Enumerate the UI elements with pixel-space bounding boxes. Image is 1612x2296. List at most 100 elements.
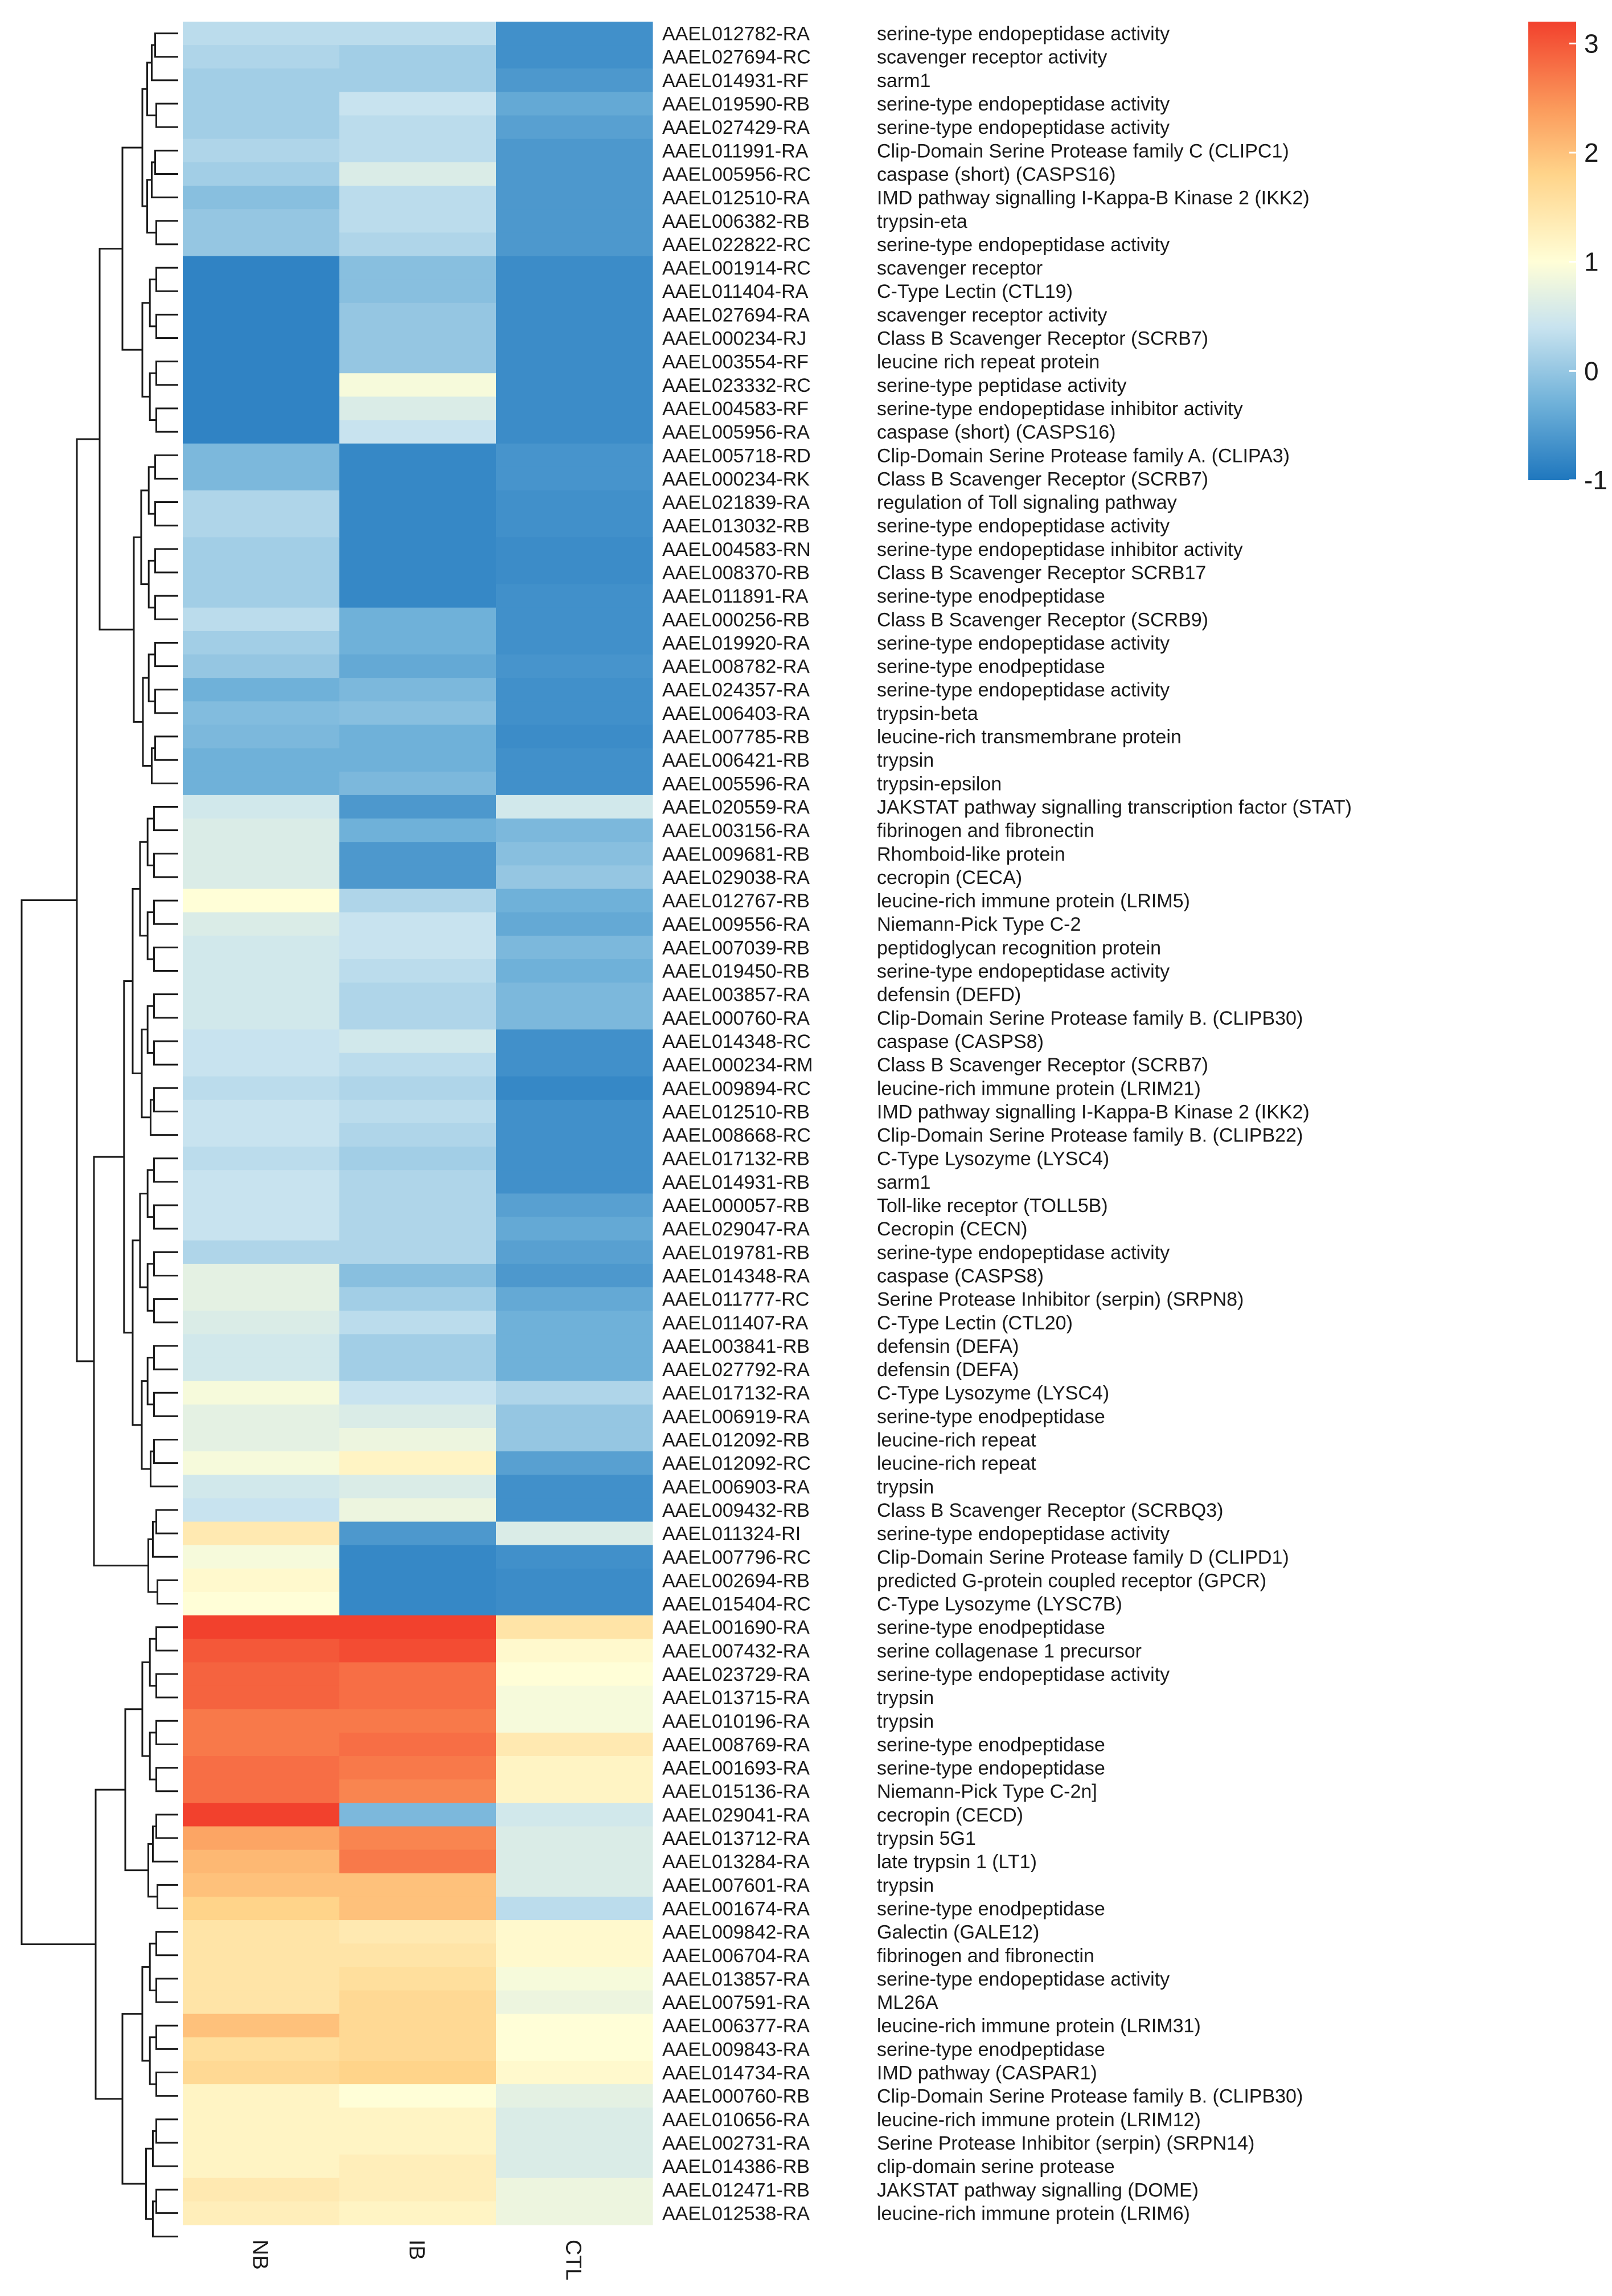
heatmap-cell bbox=[496, 2107, 653, 2132]
heatmap-cell bbox=[496, 1615, 653, 1639]
heatmap-cell bbox=[496, 22, 653, 46]
heatmap-cell bbox=[339, 725, 497, 749]
row-id-label: AAEL007796-RC bbox=[662, 1546, 811, 1568]
row-description-label: Class B Scavenger Receptor (SCRB7) bbox=[877, 468, 1208, 490]
row-id-label: AAEL013857-RA bbox=[662, 1968, 810, 1990]
heatmap-cell bbox=[496, 1099, 653, 1124]
heatmap-cell bbox=[496, 1498, 653, 1523]
row-description-label: Class B Scavenger Receptor (SCRB7) bbox=[877, 328, 1208, 350]
dendrogram-branch bbox=[153, 1087, 178, 1112]
row-id-label: AAEL014386-RB bbox=[662, 2156, 810, 2178]
heatmap-cell bbox=[183, 654, 340, 678]
heatmap-cell bbox=[183, 678, 340, 702]
dendrogram-branch bbox=[155, 313, 178, 339]
row-id-label: AAEL002731-RA bbox=[662, 2133, 810, 2154]
heatmap-cell bbox=[496, 1029, 653, 1054]
heatmap-cell bbox=[183, 2107, 340, 2132]
heatmap-cell bbox=[339, 1147, 497, 1170]
dendrogram-branch bbox=[156, 1884, 178, 1909]
heatmap-cell bbox=[339, 1357, 497, 1382]
heatmap-cell bbox=[339, 443, 497, 468]
dendrogram-branch bbox=[155, 1814, 178, 1839]
row-description-label: leucine-rich transmembrane protein bbox=[877, 726, 1182, 748]
dendrogram-branch bbox=[155, 1767, 178, 1792]
row-id-label: AAEL023332-RC bbox=[662, 375, 811, 396]
row-description-label: cecropin (CECA) bbox=[877, 867, 1022, 889]
row-description-label: C-Type Lysozyme (LYSC7B) bbox=[877, 1594, 1122, 1615]
row-description-label: fibrinogen and fibronectin bbox=[877, 1945, 1094, 1967]
heatmap-cell bbox=[496, 1357, 653, 1382]
dendrogram-branch bbox=[149, 1450, 178, 1488]
dendrogram-branch bbox=[154, 149, 178, 175]
row-description-label: trypsin bbox=[877, 1476, 934, 1498]
row-id-label: AAEL009432-RB bbox=[662, 1500, 810, 1521]
heatmap-cell bbox=[339, 1943, 497, 1967]
heatmap-cell bbox=[496, 2154, 653, 2179]
heatmap-cell bbox=[183, 326, 340, 350]
heatmap-cell bbox=[183, 279, 340, 304]
row-description-label: Rhomboid-like protein bbox=[877, 844, 1065, 865]
row-description-label: Serine Protease Inhibitor (serpin) (SRPN… bbox=[877, 2133, 1254, 2154]
row-id-label: AAEL005956-RC bbox=[662, 163, 811, 185]
heatmap-cell bbox=[183, 1967, 340, 1991]
row-description-label: leucine-rich immune protein (LRIM6) bbox=[877, 2203, 1190, 2224]
row-id-label: AAEL000256-RB bbox=[662, 609, 810, 631]
dendrogram-branch bbox=[153, 1040, 178, 1066]
heatmap-cell bbox=[339, 818, 497, 842]
heatmap-cell bbox=[183, 1193, 340, 1218]
row-description-label: serine collagenase 1 precursor bbox=[877, 1640, 1142, 1662]
row-id-label: AAEL006403-RA bbox=[662, 703, 810, 725]
row-description-label: scavenger receptor bbox=[877, 257, 1043, 279]
heatmap-cell bbox=[339, 1193, 497, 1218]
heatmap-cell bbox=[183, 68, 340, 93]
heatmap-cell bbox=[339, 1217, 497, 1241]
row-id-label: AAEL006919-RA bbox=[662, 1406, 810, 1427]
row-id-label: AAEL017132-RB bbox=[662, 1148, 810, 1170]
heatmap-cell bbox=[496, 748, 653, 772]
heatmap-cell bbox=[339, 2107, 497, 2132]
row-description-label: IMD pathway (CASPAR1) bbox=[877, 2062, 1097, 2084]
heatmap-cell bbox=[496, 1240, 653, 1264]
row-id-label: AAEL013712-RA bbox=[662, 1828, 810, 1849]
heatmap-cell bbox=[183, 1803, 340, 1827]
row-description-label: late trypsin 1 (LT1) bbox=[877, 1851, 1037, 1873]
heatmap-cell bbox=[496, 1896, 653, 1921]
heatmap-cell bbox=[496, 889, 653, 913]
heatmap-cell bbox=[339, 1756, 497, 1780]
row-id-label: AAEL013715-RA bbox=[662, 1687, 810, 1709]
heatmap-cell bbox=[183, 1662, 340, 1687]
heatmap-cell bbox=[339, 1591, 497, 1616]
row-id-label: AAEL019781-RB bbox=[662, 1242, 810, 1263]
row-description-label: Niemann-Pick Type C-2 bbox=[877, 914, 1081, 935]
row-id-label: AAEL014348-RA bbox=[662, 1265, 810, 1287]
row-description-label: serine-type endopeptidase activity bbox=[877, 23, 1170, 45]
heatmap-cell bbox=[183, 1943, 340, 1967]
dendrogram-branch bbox=[155, 220, 178, 245]
row-id-label: AAEL012538-RA bbox=[662, 2203, 810, 2224]
row-id-label: AAEL027694-RA bbox=[662, 304, 810, 326]
heatmap-cell bbox=[496, 256, 653, 280]
heatmap-cell bbox=[339, 842, 497, 866]
heatmap-cell bbox=[339, 771, 497, 796]
dendrogram-branch bbox=[151, 1825, 178, 1863]
heatmap-cell bbox=[183, 1826, 340, 1851]
heatmap-cell bbox=[183, 1639, 340, 1663]
heatmap-cell bbox=[496, 514, 653, 538]
dendrogram-branch bbox=[150, 44, 178, 81]
row-id-label: AAEL007432-RA bbox=[662, 1640, 810, 1662]
row-description-label: trypsin bbox=[877, 1875, 934, 1896]
heatmap-cell bbox=[496, 818, 653, 842]
row-description-label: Clip-Domain Serine Protease family B. (C… bbox=[877, 2086, 1303, 2107]
heatmap-cell bbox=[183, 889, 340, 913]
row-id-label: AAEL005596-RA bbox=[662, 773, 810, 795]
heatmap-cell bbox=[339, 256, 497, 280]
dendrogram-branch bbox=[146, 179, 157, 234]
heatmap-cell bbox=[496, 68, 653, 93]
heatmap-cell bbox=[496, 1381, 653, 1405]
heatmap-cell bbox=[339, 983, 497, 1006]
row-description-label: trypsin bbox=[877, 1687, 934, 1709]
heatmap-cell bbox=[496, 420, 653, 444]
row-id-label: AAEL004583-RF bbox=[662, 398, 809, 420]
heatmap-cell bbox=[183, 1287, 340, 1311]
